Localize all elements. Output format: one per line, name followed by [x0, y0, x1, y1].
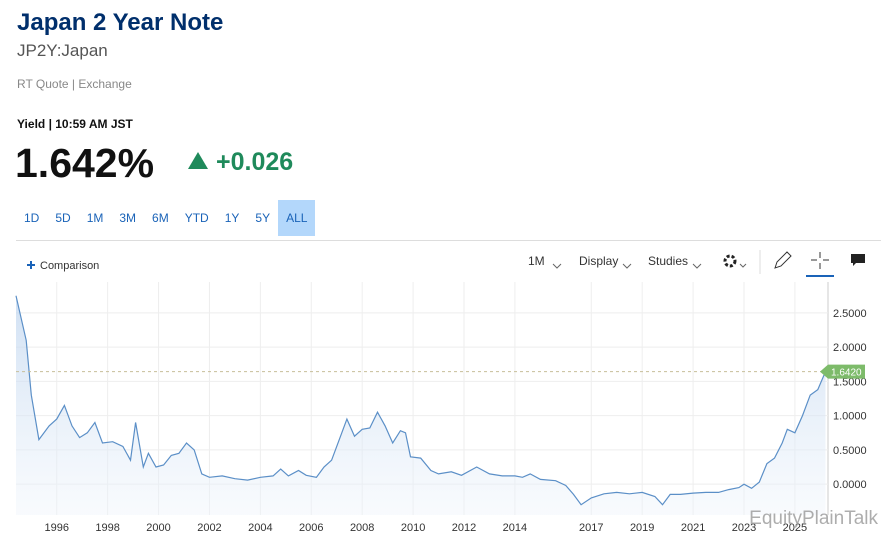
- plus-icon: [27, 261, 35, 269]
- x-tick-label: 2002: [197, 522, 221, 534]
- range-button[interactable]: YTD: [184, 211, 209, 225]
- settings-icon[interactable]: [723, 254, 737, 268]
- title: Japan 2 Year Note: [17, 9, 224, 36]
- price: 1.642%: [15, 140, 155, 186]
- x-tick-label: 2008: [350, 522, 374, 534]
- range-button[interactable]: 3M: [119, 211, 137, 225]
- chevron: [692, 263, 702, 269]
- y-tick-label: 1.0000: [833, 411, 867, 423]
- draw-icon[interactable]: [774, 251, 792, 269]
- y-tick-label: 0.0000: [833, 479, 867, 491]
- x-tick-label: 2012: [452, 522, 476, 534]
- range-button[interactable]: 5Y: [255, 211, 271, 225]
- chart: Comparison 1M Display Studies 0.0000 0.50…: [15, 240, 881, 534]
- comparison-button[interactable]: Comparison: [40, 260, 99, 272]
- x-tick-label: 2006: [299, 522, 323, 534]
- chevron: [552, 263, 562, 269]
- range-button[interactable]: 1M: [86, 211, 104, 225]
- watermark: EquityPlainTalk: [749, 508, 878, 529]
- current-tag: [820, 364, 865, 379]
- range-button[interactable]: 6M: [152, 211, 169, 225]
- range-button[interactable]: 5D: [55, 211, 71, 225]
- x-tick-label: 2004: [248, 522, 272, 534]
- x-tick-label: 2025: [783, 522, 807, 534]
- x-tick-label: 2017: [579, 522, 603, 534]
- range-button[interactable]: ALL: [278, 200, 316, 236]
- quote-time: Yield | 10:59 AM JST: [17, 117, 133, 131]
- chevron: [622, 263, 632, 269]
- y-tick-label: 2.5000: [833, 308, 867, 320]
- x-tick-label: 2014: [503, 522, 527, 534]
- chevron: [739, 263, 747, 268]
- x-tick-label: 1998: [95, 522, 119, 534]
- interval-button[interactable]: 1M: [528, 254, 545, 268]
- x-tick-label: 2019: [630, 522, 654, 534]
- source: RT Quote | Exchange: [17, 77, 132, 91]
- range-button[interactable]: 1D: [24, 211, 40, 225]
- x-tick-label: 1996: [44, 522, 68, 534]
- x-tick-label: 2010: [401, 522, 425, 534]
- display-button[interactable]: Display: [579, 254, 618, 268]
- change: +0.026: [216, 148, 294, 176]
- range-bar: 1D 5D 1M 3M 6M YTD 1Y 5Y ALL: [16, 200, 316, 236]
- x-tick-label: 2000: [146, 522, 170, 534]
- area-fill: [16, 295, 826, 515]
- y-tick-label: 0.5000: [833, 445, 867, 457]
- range-button[interactable]: 1Y: [224, 211, 240, 225]
- x-tick-label: 2021: [681, 522, 705, 534]
- y-tick-label: 2.0000: [833, 342, 867, 354]
- symbol: JP2Y:Japan: [17, 41, 108, 60]
- x-tick-label: 2023: [732, 522, 756, 534]
- comment-icon[interactable]: [851, 254, 865, 266]
- up-arrow: [188, 152, 208, 169]
- studies-button[interactable]: Studies: [648, 254, 688, 268]
- y-tick-label: 1.5000: [833, 376, 867, 388]
- line: [15, 295, 827, 506]
- current-label: 1.6420: [831, 368, 862, 379]
- crosshair-icon[interactable]: [811, 252, 829, 269]
